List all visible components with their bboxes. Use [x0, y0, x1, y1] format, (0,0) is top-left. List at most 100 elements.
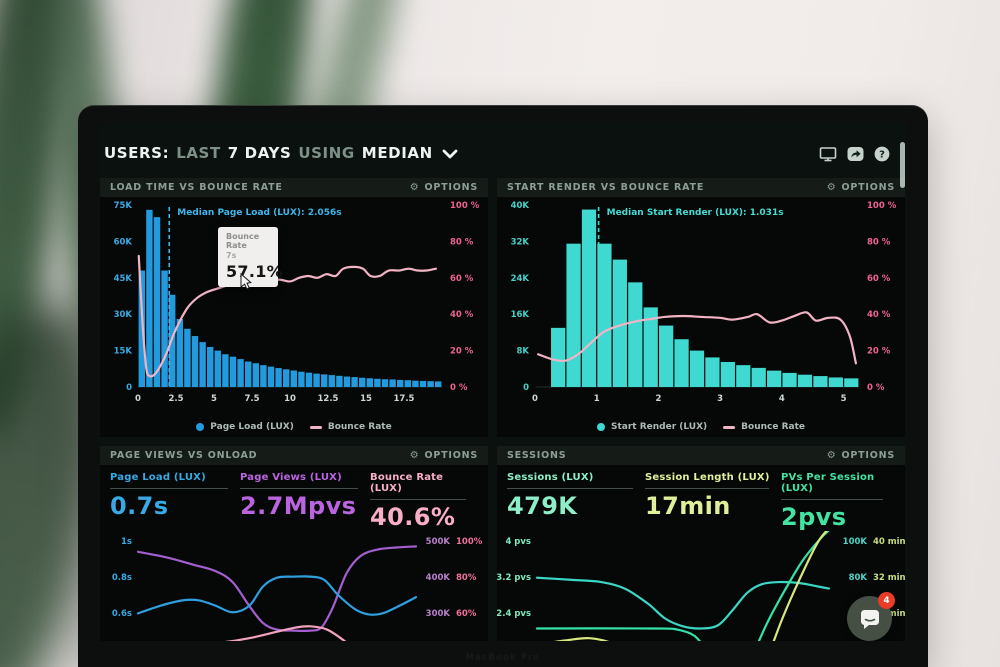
svg-text:3.2 pvs: 3.2 pvs	[497, 573, 531, 583]
help-icon[interactable]: ?	[874, 146, 890, 162]
svg-text:40K: 40K	[511, 201, 530, 211]
title-users: USERS:	[104, 144, 170, 162]
svg-text:500K: 500K	[426, 537, 451, 547]
svg-text:8K: 8K	[516, 347, 529, 357]
title-using: USING	[298, 144, 355, 162]
panel-sessions: SESSIONS ⚙ OPTIONS Sessions (LUX) 479K	[496, 446, 906, 641]
svg-text:45K: 45K	[114, 274, 133, 284]
load-time-chart: 75K 60K 45K 30K 15K 0 100 % 80 % 60 % 40 % 20 % 0 %…	[114, 201, 480, 404]
legend-label: Bounce Rate	[741, 422, 806, 432]
svg-text:Median Start Render (LUX): 1.0: Median Start Render (LUX): 1.031s	[607, 208, 784, 218]
svg-text:16K: 16K	[511, 310, 530, 320]
legend-dot-teal	[596, 423, 605, 431]
legend-line-marker	[309, 425, 322, 429]
svg-text:0: 0	[135, 394, 141, 404]
svg-text:40 min: 40 min	[873, 537, 905, 547]
svg-text:300K: 300K	[426, 609, 451, 619]
svg-text:40 %: 40 %	[450, 310, 474, 320]
svg-text:24K: 24K	[511, 274, 530, 284]
scrollbar-thumb[interactable]	[900, 142, 905, 188]
svg-text:75K: 75K	[114, 201, 133, 211]
svg-text:100 %: 100 %	[867, 201, 897, 211]
legend-label: Page Load (LUX)	[210, 422, 294, 432]
svg-text:10: 10	[284, 394, 296, 404]
svg-text:?: ?	[879, 150, 885, 161]
svg-text:0 %: 0 %	[450, 383, 468, 393]
svg-text:60 %: 60 %	[450, 274, 474, 284]
dashboard-topbar: USERS: LAST 7 DAYS USING MEDIAN	[98, 122, 908, 188]
metric-page-load: Page Load (LUX) 0.7s	[110, 472, 240, 531]
svg-text:0: 0	[523, 383, 529, 393]
title-last: LAST	[176, 144, 221, 162]
svg-text:32K: 32K	[511, 237, 530, 247]
panel-title-page-views: PAGE VIEWS VS ONLOAD	[110, 450, 258, 461]
panel-load-time: LOAD TIME VS BOUNCE RATE ⚙ OPTIONS 75K 60…	[100, 178, 488, 437]
svg-text:60 %: 60 %	[867, 274, 891, 284]
gear-icon: ⚙	[409, 181, 420, 193]
svg-text:Median Page Load (LUX): 2.056s: Median Page Load (LUX): 2.056s	[177, 208, 341, 218]
svg-text:80 %: 80 %	[450, 237, 474, 247]
panel-title-load-time: LOAD TIME VS BOUNCE RATE	[110, 182, 283, 193]
svg-text:100K: 100K	[843, 537, 868, 547]
options-button[interactable]: ⚙ OPTIONS	[826, 449, 895, 461]
svg-text:1s: 1s	[121, 537, 132, 547]
chat-unread-badge: 4	[878, 592, 895, 609]
dashboard-title-dropdown[interactable]: USERS: LAST 7 DAYS USING MEDIAN	[104, 144, 890, 162]
gear-icon: ⚙	[826, 449, 837, 461]
panel-title-start-render: START RENDER VS BOUNCE RATE	[507, 182, 705, 193]
svg-text:80 %: 80 %	[867, 237, 891, 247]
panel-title-sessions: SESSIONS	[507, 450, 567, 461]
svg-text:2: 2	[655, 394, 661, 404]
svg-text:3: 3	[717, 394, 723, 404]
metric-pvs-per-session: PVs Per Session (LUX) 2pvs	[781, 472, 895, 531]
svg-text:2.5: 2.5	[168, 394, 183, 404]
svg-text:32 min: 32 min	[873, 573, 905, 583]
svg-text:400K: 400K	[426, 573, 451, 583]
svg-text:5: 5	[841, 394, 847, 404]
svg-text:0.8s: 0.8s	[112, 573, 132, 583]
svg-text:4: 4	[779, 394, 785, 404]
legend-label: Start Render (LUX)	[610, 422, 708, 432]
gear-icon: ⚙	[826, 181, 837, 193]
svg-text:40 %: 40 %	[867, 310, 891, 320]
chat-widget-button[interactable]: 4	[847, 592, 895, 641]
chevron-down-icon	[442, 149, 458, 159]
options-button[interactable]: ⚙ OPTIONS	[826, 181, 895, 193]
options-button[interactable]: ⚙ OPTIONS	[409, 449, 478, 461]
monitor-icon[interactable]	[819, 146, 837, 162]
svg-text:0.6s: 0.6s	[112, 609, 132, 619]
svg-text:20 %: 20 %	[867, 347, 891, 357]
svg-text:7.5: 7.5	[244, 394, 259, 404]
mouse-cursor-icon	[240, 273, 252, 290]
laptop-frame: USERS: LAST 7 DAYS USING MEDIAN	[78, 105, 928, 667]
svg-text:0 %: 0 %	[867, 383, 885, 393]
share-icon[interactable]	[847, 146, 864, 162]
panel-start-render: START RENDER VS BOUNCE RATE ⚙ OPTIONS 40…	[497, 178, 905, 437]
panel-grid: LOAD TIME VS BOUNCE RATE ⚙ OPTIONS 75K 60…	[100, 178, 908, 641]
metric-session-length: Session Length (LUX) 17min	[645, 472, 770, 520]
svg-text:100 %: 100 %	[450, 201, 480, 211]
topbar-icons: ?	[819, 146, 890, 162]
laptop-brand-label: MacBook Pro	[465, 653, 541, 663]
svg-text:60K: 60K	[114, 237, 133, 247]
metric-bounce-rate: Bounce Rate (LUX) 40.6%	[370, 472, 478, 531]
svg-text:4 pvs: 4 pvs	[505, 537, 531, 547]
svg-text:0: 0	[532, 394, 538, 404]
start-render-chart: 40K 32K 24K 16K 8K 0 100 % 80 % 60 % 40 % 20 % 0 % 0…	[511, 201, 897, 404]
dashboard-screen: USERS: LAST 7 DAYS USING MEDIAN	[98, 122, 908, 641]
svg-text:5: 5	[211, 394, 217, 404]
svg-text:100%: 100%	[456, 537, 483, 547]
options-button[interactable]: ⚙ OPTIONS	[409, 181, 478, 193]
svg-text:0: 0	[126, 383, 132, 393]
svg-text:17.5: 17.5	[394, 394, 415, 404]
legend-label: Bounce Rate	[327, 422, 392, 432]
svg-text:80K: 80K	[849, 573, 868, 583]
svg-text:12.5: 12.5	[318, 394, 339, 404]
page-views-chart: 1s0.8s0.6s0.4s500K100%400K80%300K60%200K…	[112, 537, 483, 641]
panel-page-views: PAGE VIEWS VS ONLOAD ⚙ OPTIONS Page Load…	[100, 446, 488, 641]
svg-text:60%: 60%	[456, 609, 477, 619]
metric-page-views: Page Views (LUX) 2.7Mpvs	[240, 472, 358, 520]
chat-bubble-icon	[860, 609, 879, 629]
